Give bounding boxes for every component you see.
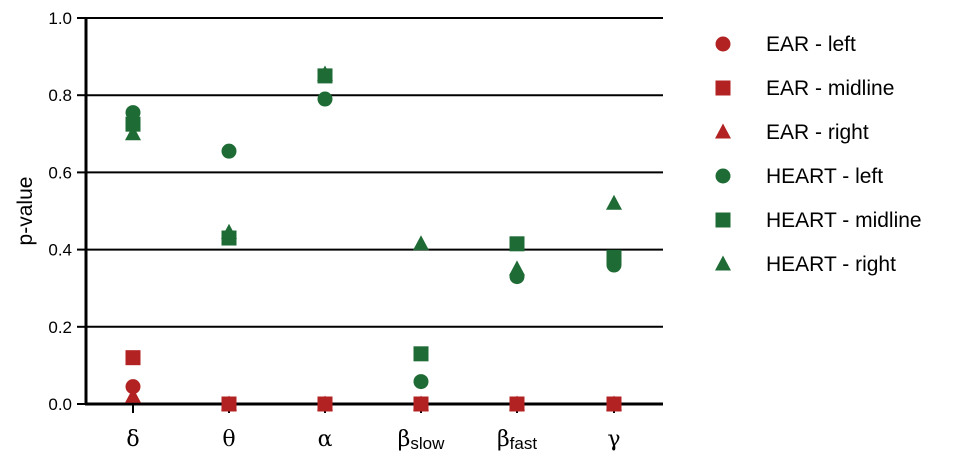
- y-tick-label-2: 0.4: [48, 241, 72, 260]
- y-tick-label-0: 0.0: [48, 395, 72, 414]
- point-ear-right-4: [509, 395, 525, 411]
- x-tick-label-5: γ: [607, 427, 620, 452]
- legend-item-1: EAR - midline: [715, 77, 894, 100]
- legend-label-0: EAR - left: [766, 33, 856, 56]
- point-heart-left-2: [317, 91, 333, 107]
- legend-marker-4: [715, 212, 731, 228]
- x-tick-label-4: βfast: [497, 427, 537, 453]
- legend-item-4: HEART - midline: [715, 209, 922, 232]
- y-tick-label-5: 1.0: [48, 9, 72, 28]
- point-ear-right-1: [221, 395, 237, 411]
- point-heart-left-1: [221, 143, 237, 159]
- legend-label-2: EAR - right: [766, 121, 869, 144]
- legend-item-5: HEART - right: [715, 253, 896, 276]
- gridlines: [86, 17, 663, 328]
- data-points: [125, 65, 622, 412]
- point-heart-right-0: [125, 125, 141, 141]
- x-tick-label-2: α: [318, 427, 333, 452]
- y-tick-label-3: 0.6: [48, 163, 72, 182]
- legend-marker-5: [715, 255, 731, 271]
- point-ear-right-5: [606, 395, 622, 411]
- y-tick-labels: 0.0 0.2 0.4 0.6 0.8 1.0: [48, 9, 72, 414]
- legend: EAR - left EAR - midline EAR - right HEART …: [715, 33, 922, 276]
- point-heart-right-4: [509, 260, 525, 276]
- x-tick-label-1: θ: [222, 427, 235, 452]
- legend-item-2: EAR - right: [715, 121, 869, 144]
- point-heart-left-0: [125, 105, 141, 121]
- y-tick-label-1: 0.2: [48, 318, 72, 337]
- legend-label-1: EAR - midline: [766, 77, 894, 100]
- y-axis-title: p-value: [14, 177, 37, 246]
- point-heart-left-3: [413, 374, 429, 390]
- point-heart-right-2: [317, 65, 333, 81]
- legend-item-3: HEART - left: [715, 165, 883, 188]
- point-heart-midline-3: [413, 346, 429, 362]
- point-ear-right-3: [413, 395, 429, 411]
- point-heart-right-5: [606, 194, 622, 210]
- y-tick-label-4: 0.8: [48, 86, 72, 105]
- point-ear-midline-0: [125, 350, 141, 366]
- point-ear-right-0: [125, 387, 141, 403]
- point-heart-midline-5: [606, 249, 622, 265]
- legend-marker-3: [715, 168, 731, 184]
- legend-label-5: HEART - right: [766, 253, 896, 276]
- legend-item-0: EAR - left: [715, 33, 856, 56]
- point-ear-right-2: [317, 395, 333, 411]
- axes: [77, 17, 663, 413]
- x-tick-label-3: βslow: [398, 427, 445, 453]
- legend-marker-0: [715, 36, 731, 52]
- point-heart-right-1: [221, 223, 237, 239]
- x-tick-labels: δ θ α βslow βfast γ: [126, 427, 620, 453]
- legend-label-4: HEART - midline: [766, 209, 922, 232]
- legend-label-3: HEART - left: [766, 165, 883, 188]
- point-heart-midline-0: [125, 116, 141, 132]
- legend-marker-2: [715, 123, 731, 139]
- x-tick-label-0: δ: [126, 427, 139, 452]
- point-heart-right-3: [413, 235, 429, 251]
- legend-marker-1: [715, 80, 731, 96]
- point-ear-left-0: [125, 379, 141, 395]
- point-heart-midline-4: [509, 236, 525, 252]
